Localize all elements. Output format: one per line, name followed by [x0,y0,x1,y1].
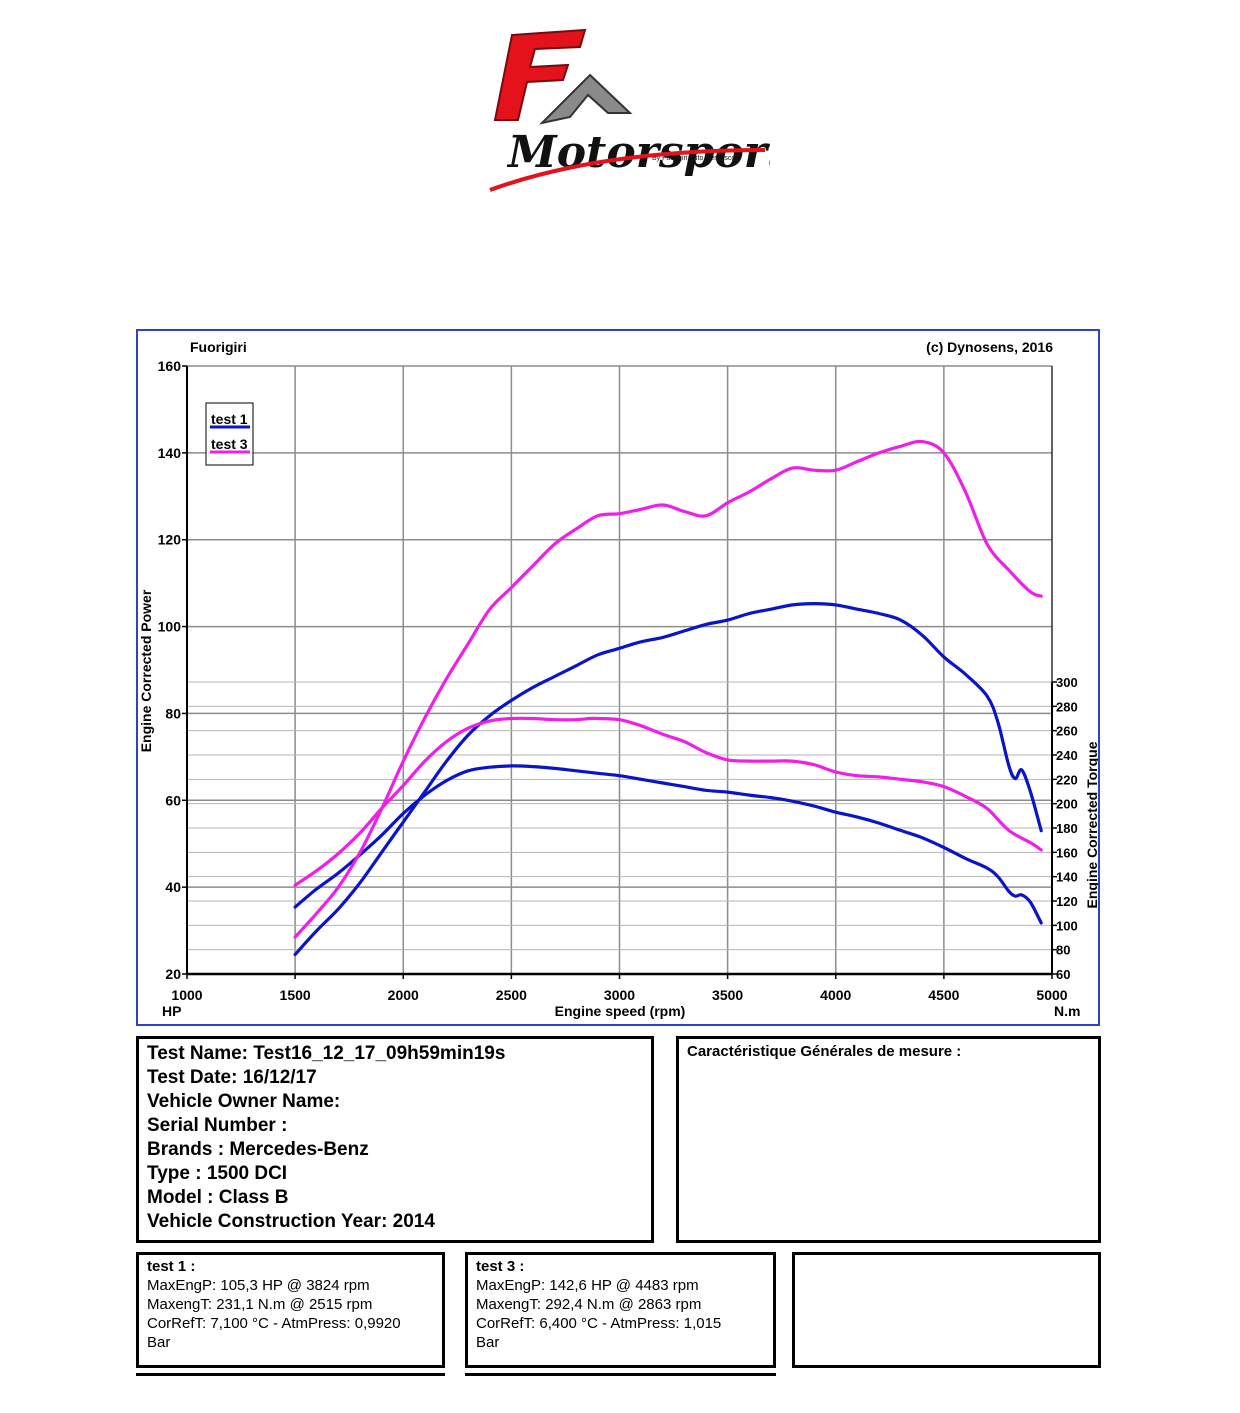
serial-number: Serial Number : [147,1115,288,1136]
x-tick-label: 1500 [280,987,311,1003]
y-tick-label-right: 300 [1056,675,1078,690]
y-tick-label-left: 20 [165,966,181,982]
y-tick-label-right: 260 [1056,724,1078,739]
y-tick-label-right: 120 [1056,894,1078,909]
left-axis-label: Engine Corrected Power [138,589,154,752]
y-tick-label-left: 80 [165,705,181,721]
x-tick-label: 3500 [712,987,743,1003]
vehicle-info-box: Test Name: Test16_12_17_09h59min19s Test… [136,1036,654,1243]
chart-legend: test 1 test 3 [205,402,254,466]
logo-swoosh [489,148,766,192]
right-unit-label: N.m [1054,1003,1080,1019]
y-tick-label-left: 60 [165,792,181,808]
legend-box [205,402,254,466]
logo-subtext: By Fuorigiri Auto Cernusco [652,155,735,162]
empty-results-box [792,1252,1101,1368]
logo-red-f [493,28,587,121]
x-axis-label: Engine speed (rpm) [555,1003,686,1019]
x-tick-label: 4000 [820,987,851,1003]
y-tick-label-right: 200 [1056,797,1078,812]
test1-results-box: test 1 : MaxEngP: 105,3 HP @ 3824 rpm Ma… [136,1252,445,1368]
logo-motorsport-text: Motorsport [506,127,770,178]
legend-label-test3: test 3 [211,436,248,452]
y-tick-label-right: 60 [1056,967,1070,982]
test1-title: test 1 : [147,1258,196,1275]
chart-header-left: Fuorigiri [190,339,247,355]
test3-correction: CorRefT: 6,400 °C - AtmPress: 1,015 [476,1315,722,1332]
logo-gray-a [538,73,633,125]
y-tick-label-left: 100 [158,619,182,635]
chart-grid [186,365,1053,975]
fa-motorsport-logo: Motorsport By Fuorigiri Auto Cernusco [489,28,770,192]
y-tick-label-right: 180 [1056,821,1078,836]
right-axis-label: Engine Corrected Torque [1084,741,1098,908]
brand: Brands : Mercedes-Benz [147,1139,369,1160]
x-tick-label: 3000 [604,987,635,1003]
y-tick-label-right: 80 [1056,943,1070,958]
y-tick-label-left: 140 [158,445,182,461]
series-line-test1-power [293,602,1043,957]
test1-max-torque: MaxengT: 231,1 N.m @ 2515 rpm [147,1296,373,1313]
y-tick-label-left: 160 [158,358,182,374]
test-name: Test Name: Test16_12_17_09h59min19s [147,1043,506,1064]
series-line-test3-power [293,439,1043,939]
y-tick-label-right: 240 [1056,748,1078,763]
test-date: Test Date: 16/12/17 [147,1067,317,1088]
y-tick-label-left: 120 [158,532,182,548]
y-tick-label-left: 40 [165,879,181,895]
y-tick-label-right: 140 [1056,870,1078,885]
test3-max-torque: MaxengT: 292,4 N.m @ 2863 rpm [476,1296,702,1313]
series-line-test1-torque [293,764,1043,925]
x-tick-label: 2500 [496,987,527,1003]
legend-label-test1: test 1 [211,411,248,427]
test3-unit: Bar [476,1334,500,1351]
general-characteristics-title: Caractéristique Générales de mesure : [687,1043,962,1060]
chart-axes: 1000 1500 2000 2500 3000 3500 4000 4500 5000 20 40… [158,358,1078,1003]
construction-year: Vehicle Construction Year: 2014 [147,1211,435,1232]
divider-line [136,1373,445,1376]
chart-series [293,439,1043,957]
test1-unit: Bar [147,1334,171,1351]
dyno-chart: Fuorigiri (c) Dynosens, 2016 1000 1500 200… [138,339,1098,1019]
x-tick-label: 1000 [171,987,202,1003]
divider-line [465,1373,776,1376]
x-tick-label: 2000 [388,987,419,1003]
x-tick-label: 5000 [1036,987,1067,1003]
test3-results-box: test 3 : MaxEngP: 142,6 HP @ 4483 rpm Ma… [465,1252,776,1368]
x-tick-label: 4500 [928,987,959,1003]
test3-max-power: MaxEngP: 142,6 HP @ 4483 rpm [476,1277,699,1294]
y-tick-label-right: 220 [1056,772,1078,787]
series-line-test3-torque [293,716,1043,887]
vehicle-owner: Vehicle Owner Name: [147,1091,341,1112]
y-tick-label-right: 160 [1056,845,1078,860]
chart-header-right: (c) Dynosens, 2016 [926,339,1053,355]
general-characteristics-box: Caractéristique Générales de mesure : [676,1036,1101,1243]
test1-max-power: MaxEngP: 105,3 HP @ 3824 rpm [147,1277,370,1294]
y-tick-label-right: 280 [1056,699,1078,714]
left-unit-label: HP [162,1003,181,1019]
vehicle-model: Model : Class B [147,1187,289,1208]
dyno-chart-frame: Fuorigiri (c) Dynosens, 2016 1000 1500 200… [136,329,1100,1026]
test3-title: test 3 : [476,1258,525,1275]
test1-correction: CorRefT: 7,100 °C - AtmPress: 0,9920 [147,1315,401,1332]
y-tick-label-right: 100 [1056,918,1078,933]
vehicle-type: Type : 1500 DCI [147,1163,288,1184]
